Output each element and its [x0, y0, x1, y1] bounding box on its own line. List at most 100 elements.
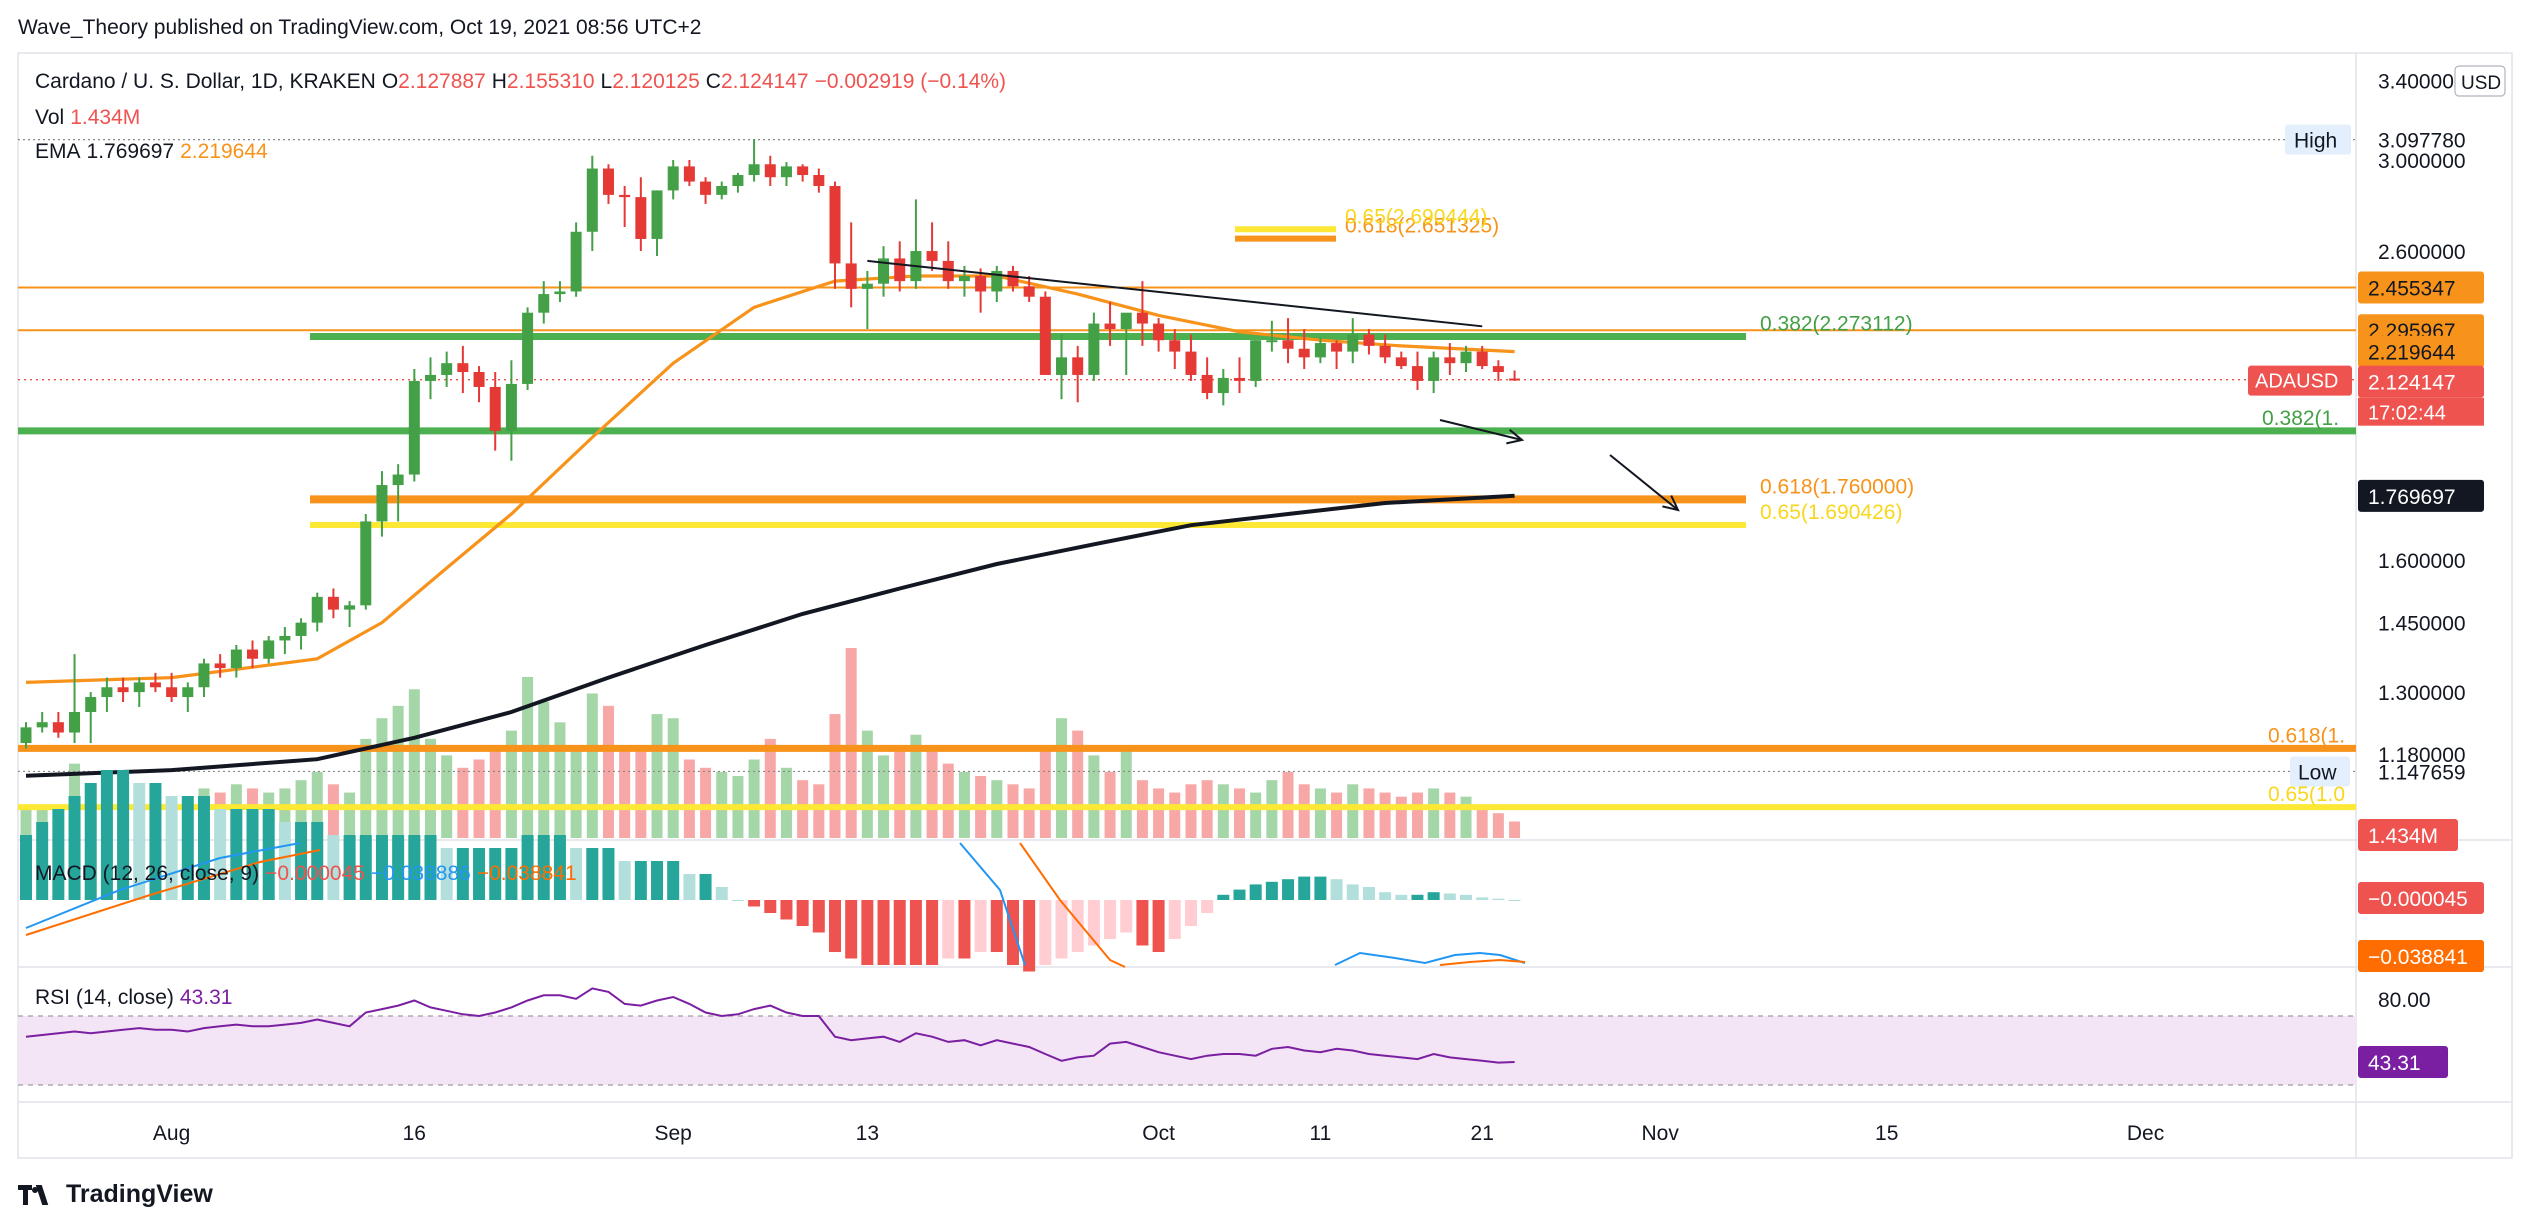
- macd-hist-value: −0.000045: [265, 862, 365, 885]
- macd-histogram-bar: [1168, 900, 1181, 939]
- rsi-label: RSI (14, close): [35, 986, 174, 1009]
- volume-bar: [683, 759, 695, 838]
- volume-bar: [586, 693, 598, 838]
- candle-body: [1444, 357, 1456, 364]
- candle-body: [376, 485, 388, 522]
- volume-bar: [910, 734, 922, 838]
- candle-body: [1492, 366, 1504, 372]
- volume-bar: [570, 747, 582, 838]
- candle-body: [975, 276, 987, 292]
- volume-bar: [861, 730, 873, 838]
- macd-histogram-bar: [311, 822, 324, 900]
- macd-histogram-bar: [1136, 900, 1149, 946]
- high-marker-box: [2285, 124, 2351, 155]
- candle-body: [554, 291, 566, 295]
- macd-histogram-bar: [537, 835, 550, 900]
- rsi-tick-label: 80.00: [2378, 989, 2431, 1012]
- macd-histogram-bar: [440, 848, 453, 900]
- time-tick-label: 11: [1309, 1122, 1331, 1145]
- candle-body: [797, 166, 809, 176]
- volume-bar: [926, 751, 938, 838]
- macd-histogram-bar: [748, 900, 761, 907]
- macd-histogram-bar: [942, 900, 955, 959]
- time-tick-label: Nov: [1642, 1122, 1680, 1145]
- vol-value: 1.434M: [70, 106, 141, 129]
- open-label: O: [381, 70, 399, 93]
- fib-level-label: 0.618(1.760000): [1760, 475, 1914, 498]
- volume-bar: [700, 767, 712, 838]
- price-tick-label: 3.000000: [2378, 150, 2466, 173]
- macd-hist-tag: −0.000045: [2368, 888, 2468, 911]
- candle-body: [166, 687, 178, 698]
- rsi-legend[interactable]: RSI (14, close) 43.31: [35, 986, 238, 1010]
- symbol-legend[interactable]: Cardano / U. S. Dollar, 1D, KRAKEN O2.127…: [35, 70, 1012, 94]
- candle-body: [942, 260, 954, 282]
- candle-body: [570, 231, 582, 292]
- countdown-label: 17:02:44: [2368, 403, 2446, 425]
- tradingview-logo[interactable]: TradingView: [18, 1180, 213, 1209]
- candle-body: [263, 640, 275, 659]
- candle-body: [441, 363, 453, 375]
- candle-body: [1363, 334, 1375, 346]
- tradingview-logo-icon: [18, 1184, 58, 1205]
- macd-histogram-bar: [1249, 884, 1262, 900]
- candle-body: [861, 283, 873, 289]
- volume-bar: [1072, 730, 1084, 838]
- macd-histogram-bar: [845, 900, 858, 959]
- macd-histogram-bar: [1492, 898, 1505, 900]
- macd-histogram-bar: [20, 835, 32, 900]
- high-marker-label: High: [2294, 130, 2337, 153]
- macd-legend[interactable]: MACD (12, 26, close, 9) −0.000045 −0.03888…: [35, 862, 583, 886]
- candle-body: [1509, 378, 1521, 381]
- candle-body: [635, 197, 647, 239]
- volume-bar: [1509, 821, 1521, 838]
- candle-body: [198, 663, 210, 688]
- volume-bar: [1444, 792, 1456, 838]
- volume-bar: [408, 689, 420, 838]
- countdown-box: [2358, 397, 2484, 426]
- candle-body: [1056, 357, 1068, 375]
- volume-bar: [522, 676, 534, 838]
- volume-bar: [651, 714, 663, 838]
- volume-bar: [1250, 792, 1262, 838]
- ema200-tag-box: [2358, 479, 2484, 512]
- vol-label: Vol: [35, 106, 65, 129]
- volume-bar: [1153, 788, 1165, 838]
- macd-histogram-bar: [521, 835, 534, 900]
- currency-unit-box: [2454, 65, 2506, 97]
- macd-histogram-bar: [1330, 879, 1343, 900]
- candle-body: [85, 697, 97, 713]
- macd-histogram-bar: [133, 783, 146, 900]
- macd-histogram-bar: [1120, 900, 1133, 933]
- volume-bar: [1395, 796, 1407, 838]
- fib-level-label: 0.65(1.0: [2268, 783, 2345, 806]
- ema-legend[interactable]: EMA 1.769697 2.219644: [35, 140, 274, 164]
- macd-histogram-bar: [909, 900, 922, 965]
- volume-legend[interactable]: Vol 1.434M: [35, 106, 146, 130]
- low-marker-box: [2290, 756, 2350, 787]
- candle-body: [586, 168, 598, 232]
- macd-line: [959, 842, 1026, 966]
- macd-signal-tag-box: [2358, 940, 2484, 972]
- macd-histogram-bar: [359, 835, 372, 900]
- volume-bar: [878, 755, 890, 838]
- descending-trendline: [867, 259, 1483, 328]
- candle-body: [748, 164, 760, 176]
- candle-body: [360, 521, 372, 606]
- candle-body: [894, 258, 906, 282]
- macd-histogram-bar: [1379, 892, 1392, 900]
- volume-bar: [942, 763, 954, 838]
- macd-histogram-bar: [1039, 900, 1052, 965]
- close-label: C: [705, 70, 721, 93]
- volume-bar: [344, 792, 356, 838]
- candle-body: [1185, 351, 1197, 375]
- volume-bar: [505, 730, 517, 838]
- fib-level-label: 0.382(2.273112): [1760, 313, 1913, 336]
- volume-bar: [457, 767, 469, 838]
- candle-body: [182, 687, 194, 698]
- macd-histogram-bar: [926, 900, 939, 965]
- macd-line: [1334, 951, 1526, 966]
- ema20-value: 2.219644: [180, 140, 268, 163]
